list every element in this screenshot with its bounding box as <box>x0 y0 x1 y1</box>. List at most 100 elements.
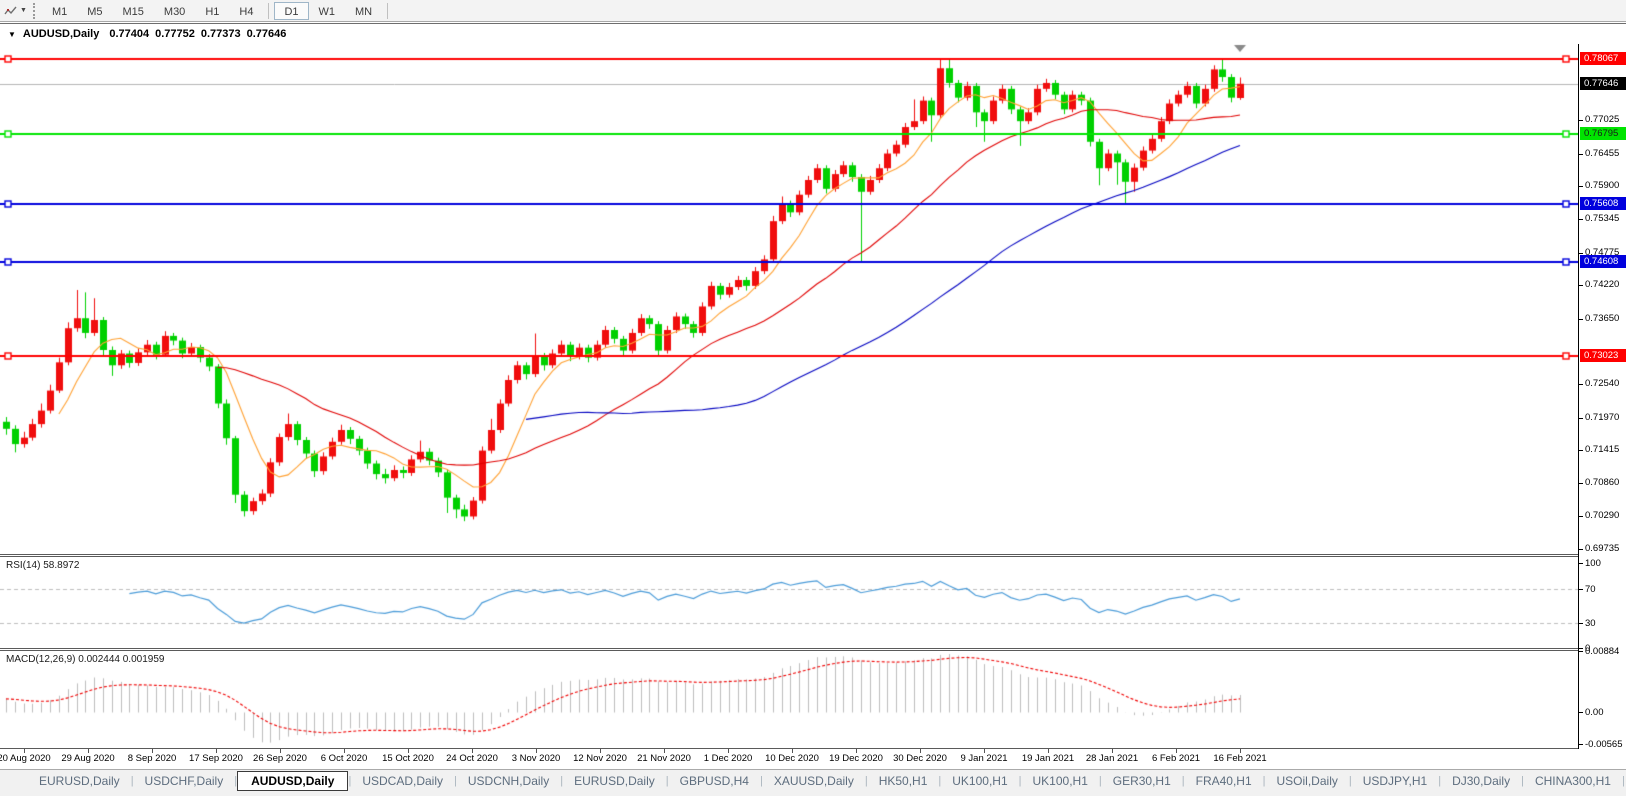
date-tick-mark <box>1048 749 1049 753</box>
chart-tab-xauusd-daily[interactable]: XAUUSD,Daily <box>773 774 854 788</box>
axis-tick-mark <box>1579 319 1583 320</box>
date-axis-label: 28 Jan 2021 <box>1085 753 1139 764</box>
chart-tab-uk100-h1[interactable]: UK100,H1 <box>952 774 1008 788</box>
price-chart-canvas[interactable] <box>0 44 1578 554</box>
title-open-value: 0.77404 <box>109 28 150 40</box>
date-axis-label: 15 Oct 2020 <box>382 753 434 764</box>
tab-separator: | <box>665 775 669 787</box>
price-axis-tick: 0.72540 <box>1585 378 1620 389</box>
date-tick-mark <box>920 749 921 753</box>
rsi-label: RSI(14) 58.8972 <box>6 560 80 571</box>
chart-tab-usdcnh-daily[interactable]: USDCNH,Daily <box>467 774 550 788</box>
toolbar-drag-handle[interactable] <box>32 2 38 19</box>
timeframe-button-M5[interactable]: M5 <box>87 5 103 18</box>
price-axis-tick: 0.71415 <box>1585 444 1620 455</box>
macd-axis-tick: 0.00884 <box>1585 646 1620 657</box>
chart-tab-china300-h1[interactable]: CHINA300,H1 <box>1534 774 1611 788</box>
tab-separator: | <box>864 775 868 787</box>
chart-title-bar: ▼ AUDUSD,Daily 0.77404 0.77752 0.77373 0… <box>0 23 1626 44</box>
panel-resize-handle[interactable] <box>0 648 1626 651</box>
date-tick-mark <box>792 749 793 753</box>
timeframe-button-MN[interactable]: MN <box>355 5 373 18</box>
title-high-value: 0.77752 <box>155 28 195 40</box>
chart-tab-fra40-h1[interactable]: FRA40,H1 <box>1195 774 1252 788</box>
price-scale-axis[interactable]: 0.77025 0.76455 0.75900 0.75345 0.74775 0.742… <box>1578 44 1626 750</box>
axis-tick-mark <box>1579 120 1583 121</box>
time-scale-axis[interactable]: 20 Aug 2020 29 Aug 2020 8 Sep 2020 17 Sep 2… <box>0 749 1626 769</box>
date-tick-mark <box>1240 749 1241 753</box>
axis-tick-mark <box>1579 154 1583 155</box>
date-axis-label: 29 Aug 2020 <box>61 753 115 764</box>
price-axis-tick: 0.70860 <box>1585 477 1620 488</box>
chart-tab-audusd-daily[interactable]: AUDUSD,Daily <box>237 771 349 791</box>
chart-tab-usoil-daily[interactable]: USOil,Daily <box>1276 774 1338 788</box>
tab-separator: | <box>560 775 564 787</box>
tab-separator: | <box>759 775 763 787</box>
axis-tick-mark <box>1579 712 1583 713</box>
date-axis-label: 6 Oct 2020 <box>320 753 368 764</box>
timeframe-button-M30[interactable]: M30 <box>163 5 186 18</box>
title-close-value: 0.77646 <box>246 28 287 40</box>
price-axis-tick: 0.71970 <box>1585 412 1620 423</box>
chart-tab-hk50-h1[interactable]: HK50,H1 <box>878 774 928 788</box>
chart-tab-usdcad-daily[interactable]: USDCAD,Daily <box>362 774 443 788</box>
date-axis-label: 19 Dec 2020 <box>829 753 883 764</box>
axis-tick-mark <box>1579 483 1583 484</box>
chart-tab-gbpusd-h4[interactable]: GBPUSD,H4 <box>679 774 749 788</box>
tab-separator: | <box>348 775 352 787</box>
tab-separator: | <box>1438 775 1442 787</box>
tab-separator: | <box>1621 775 1625 787</box>
rsi-axis-tick: 0 <box>1585 643 1591 654</box>
timeframe-button-M15[interactable]: M15 <box>122 5 144 18</box>
chart-tab-usdjpy-h1[interactable]: USDJPY,H1 <box>1362 774 1428 788</box>
price-axis-tick: 0.75900 <box>1585 180 1620 191</box>
timeframe-button-M1[interactable]: M1 <box>51 5 68 18</box>
timeframe-button-W1[interactable]: W1 <box>318 5 336 18</box>
rsi-canvas[interactable] <box>0 557 1578 648</box>
price-axis-tick: 0.77025 <box>1585 114 1620 125</box>
axis-tick-mark <box>1579 648 1583 649</box>
axis-tick-mark <box>1579 186 1583 187</box>
axis-tick-mark <box>1579 623 1583 624</box>
date-axis-label: 10 Dec 2020 <box>765 753 819 764</box>
date-tick-mark <box>472 749 473 753</box>
date-tick-mark <box>24 749 25 753</box>
axis-tick-mark <box>1579 549 1583 550</box>
tab-separator: | <box>1262 775 1266 787</box>
chart-tab-usdchf-daily[interactable]: USDCHF,Daily <box>144 774 224 788</box>
price-line-label: 0.75608 <box>1580 197 1626 210</box>
date-tick-mark <box>728 749 729 753</box>
chart-tab-eurusd-daily[interactable]: EURUSD,Daily <box>574 774 655 788</box>
timeframe-button-H1[interactable]: H1 <box>205 5 220 18</box>
chart-pointer-icon <box>4 5 18 17</box>
chart-tab-ger30-h1[interactable]: GER30,H1 <box>1112 774 1171 788</box>
date-tick-mark <box>280 749 281 753</box>
tab-separator: | <box>1098 775 1102 787</box>
macd-canvas[interactable] <box>0 651 1578 748</box>
timeframe-button-D1[interactable]: D1 <box>274 1 309 20</box>
pointer-tool-button[interactable]: ▼ <box>0 2 31 20</box>
chevron-down-icon: ▼ <box>20 7 27 14</box>
price-chart-panel <box>0 44 1578 554</box>
axis-tick-mark <box>1579 744 1583 745</box>
panel-resize-handle[interactable] <box>0 554 1626 557</box>
axis-tick-mark <box>1579 219 1583 220</box>
axis-tick-mark <box>1579 516 1583 517</box>
axis-tick-mark <box>1579 450 1583 451</box>
price-axis-tick: 0.76455 <box>1585 148 1620 159</box>
tab-separator: | <box>1521 775 1524 787</box>
date-axis-label: 21 Nov 2020 <box>637 753 691 764</box>
chart-tab-dj30-daily[interactable]: DJ30,Daily <box>1452 774 1511 788</box>
date-tick-mark <box>1112 749 1113 753</box>
timeframe-button-H4[interactable]: H4 <box>239 5 254 18</box>
chart-tab-eurusd-daily[interactable]: EURUSD,Daily <box>39 774 120 788</box>
chart-tab-uk100-h1[interactable]: UK100,H1 <box>1032 774 1088 788</box>
date-tick-mark <box>344 749 345 753</box>
date-tick-mark <box>408 749 409 753</box>
tab-separator: | <box>454 775 457 787</box>
macd-axis-tick: 0.00 <box>1585 707 1604 718</box>
collapse-chart-icon[interactable]: ▼ <box>8 29 16 39</box>
tab-separator: | <box>130 775 134 787</box>
date-axis-label: 9 Jan 2021 <box>960 753 1008 764</box>
